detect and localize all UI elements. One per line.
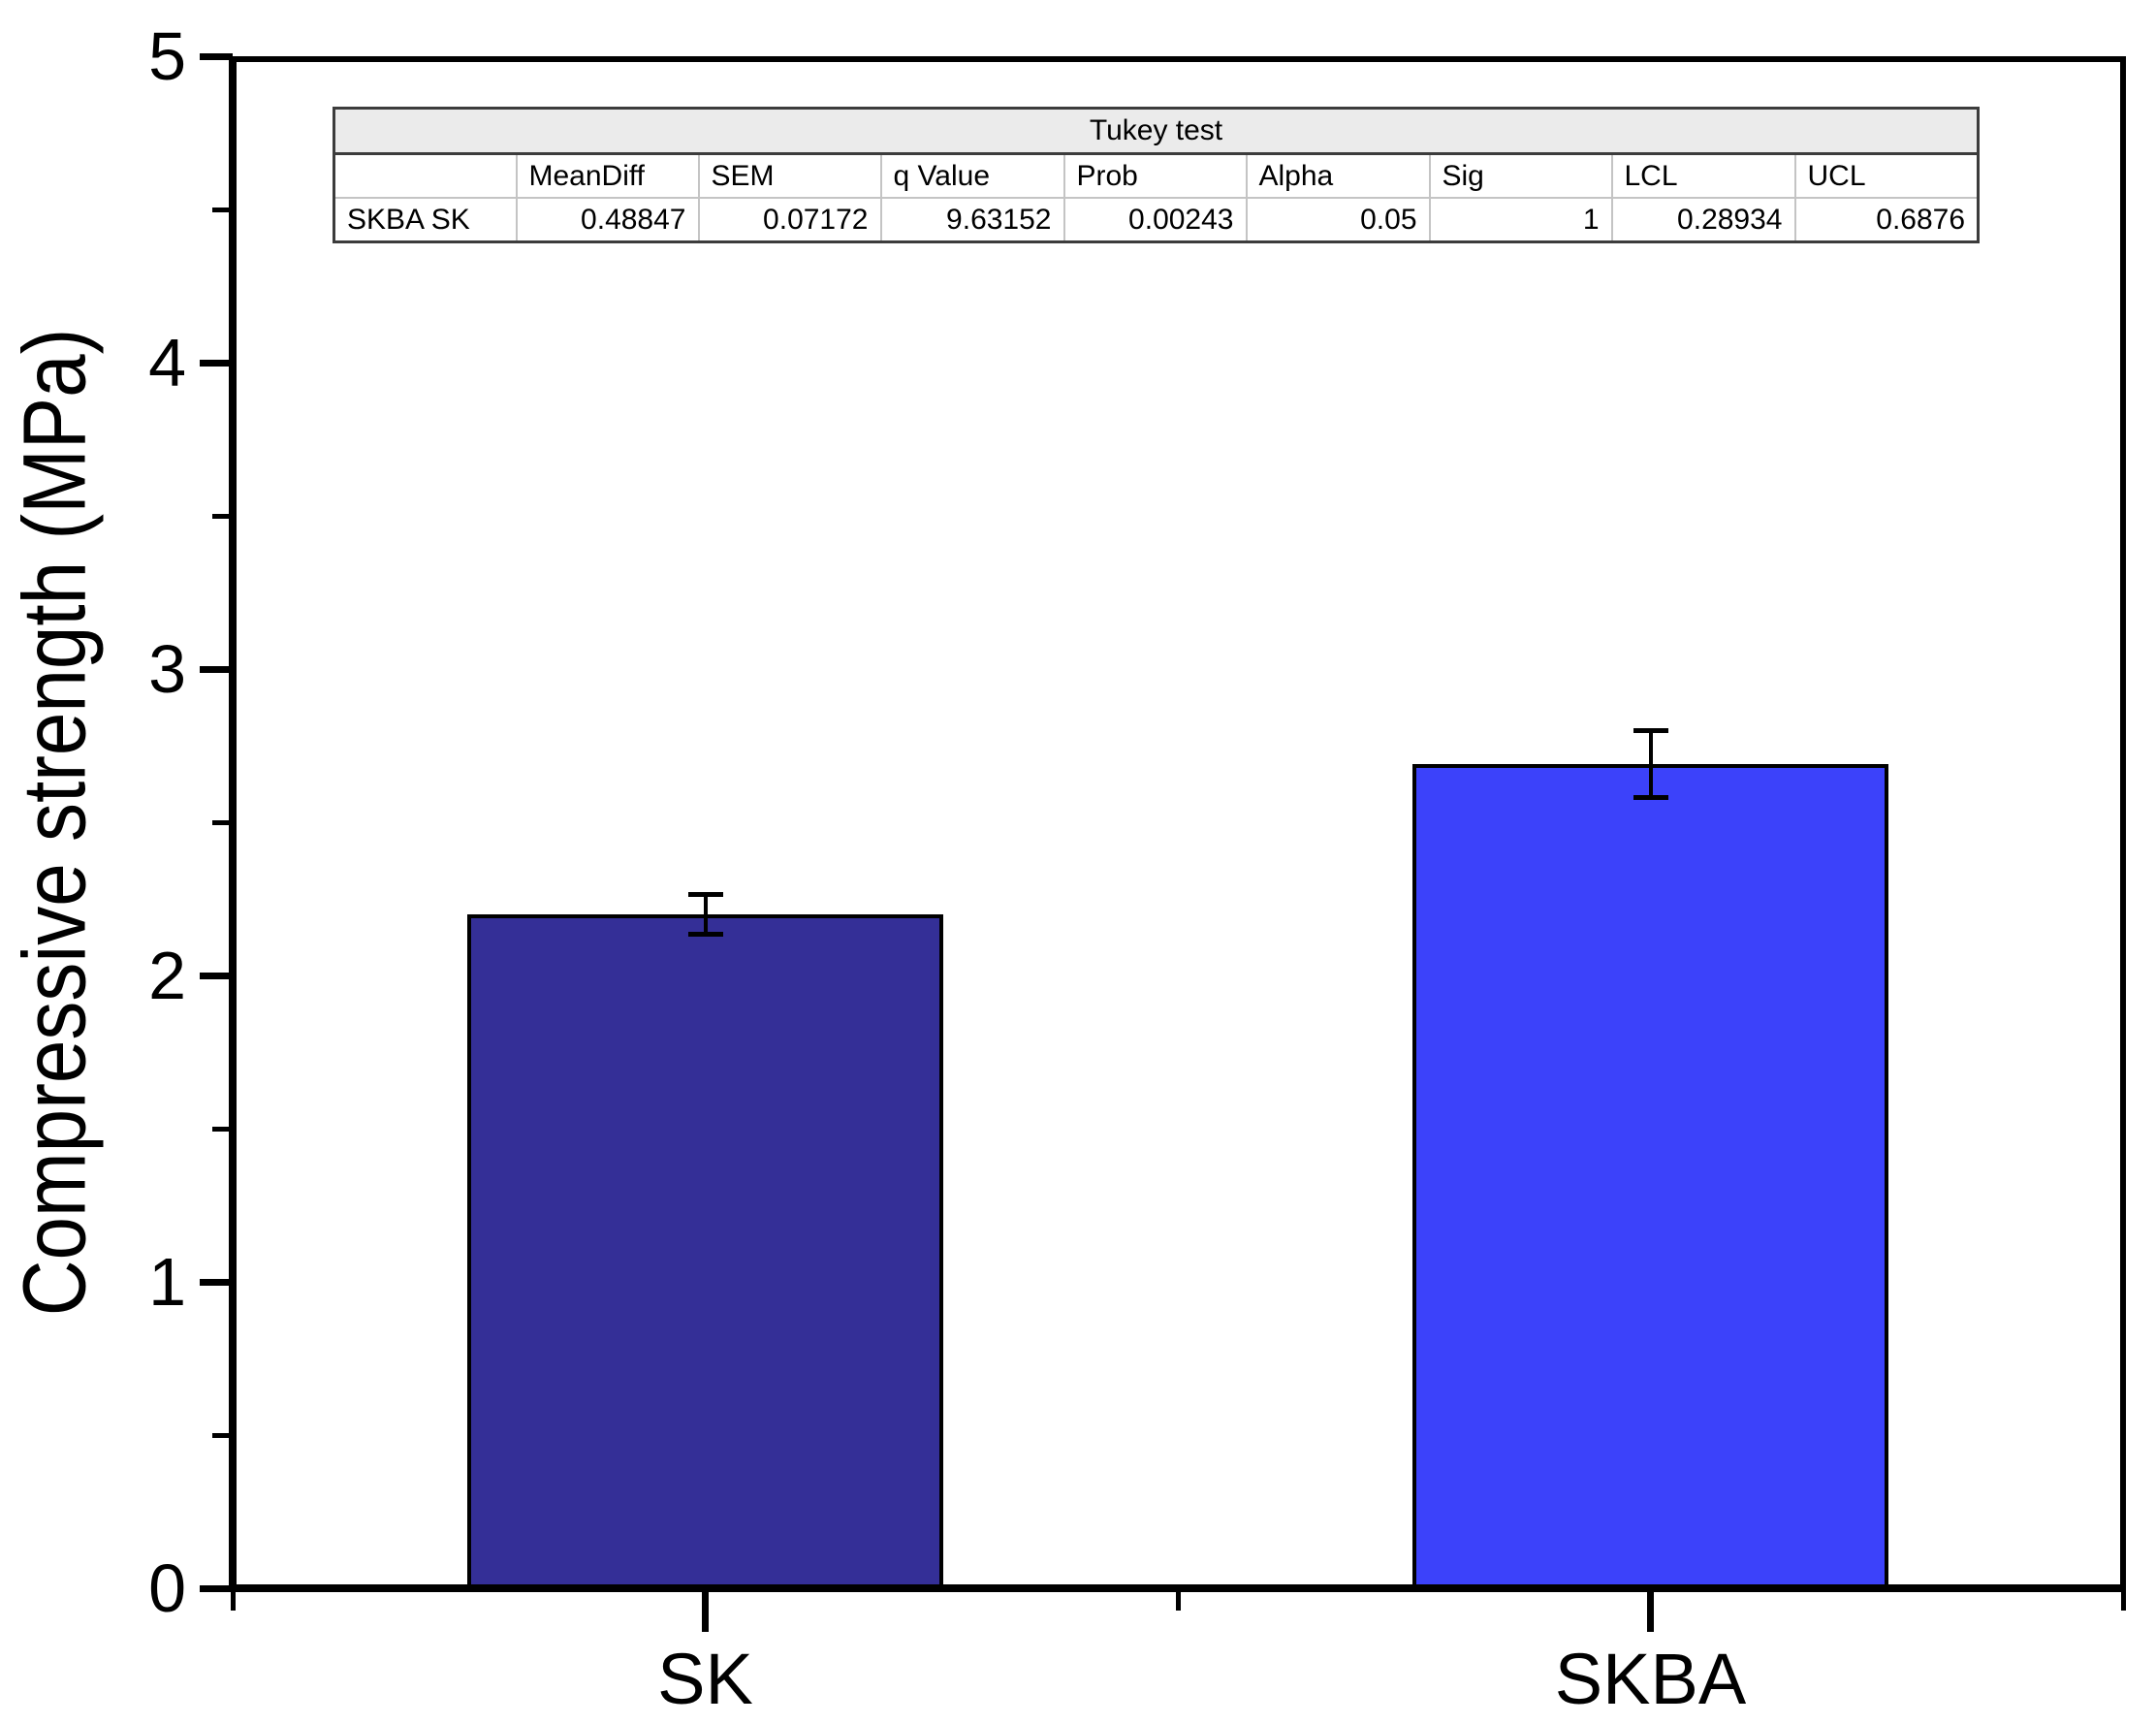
y-axis-line	[229, 56, 237, 1592]
x-category-label-sk: SK	[657, 1639, 753, 1719]
error-bar-skba	[1648, 730, 1653, 798]
y-major-tick	[200, 359, 233, 367]
bar-skba	[1411, 763, 1889, 1588]
tukey-cell-meandiff: 0.48847	[515, 198, 699, 242]
tukey-col-header	[333, 153, 517, 199]
error-bar-cap-top-skba	[1633, 727, 1668, 733]
y-tick-label: 5	[148, 18, 186, 94]
tukey-data-row: SKBA SK 0.48847 0.07172 9.63152 0.00243 …	[334, 198, 1979, 242]
x-category-label-skba: SKBA	[1554, 1639, 1747, 1719]
tukey-cell-sem: 0.07172	[697, 198, 881, 242]
y-tick-label: 2	[148, 938, 186, 1013]
tukey-col-header: MeanDiff	[515, 153, 699, 199]
error-bar-cap-top-sk	[687, 891, 723, 897]
tukey-col-header: Sig	[1428, 153, 1612, 199]
tukey-col-header: Prob	[1062, 153, 1247, 199]
tukey-cell-prob: 0.00243	[1062, 198, 1247, 242]
y-minor-tick	[212, 207, 233, 212]
bar-sk	[466, 913, 944, 1588]
plot-frame-top	[229, 56, 2126, 62]
plot-frame-right	[2120, 56, 2126, 1588]
tukey-table-title: Tukey test	[333, 108, 1979, 155]
tukey-cell-ucl: 0.6876	[1793, 198, 1979, 242]
y-tick-label: 1	[148, 1244, 186, 1320]
x-major-tick-skba	[1647, 1588, 1654, 1632]
x-axis-line	[229, 1584, 2126, 1592]
tukey-col-header: q Value	[879, 153, 1064, 199]
tukey-col-header: LCL	[1610, 153, 1795, 199]
error-bar-sk	[703, 894, 708, 935]
y-minor-tick	[212, 819, 233, 825]
y-major-tick	[200, 52, 233, 60]
tukey-test-table: Tukey test MeanDiff SEM q Value Prob Alp…	[333, 107, 1981, 243]
y-tick-label: 3	[148, 631, 186, 707]
y-major-tick	[200, 1584, 233, 1592]
tukey-col-header: UCL	[1793, 153, 1979, 199]
y-minor-tick	[212, 1126, 233, 1132]
tukey-row-label: SKBA SK	[347, 203, 470, 236]
tukey-cell-sig: 1	[1428, 198, 1612, 242]
tukey-col-header: Alpha	[1245, 153, 1430, 199]
x-minor-tick	[1175, 1588, 1181, 1611]
y-major-tick	[200, 972, 233, 979]
y-tick-label: 0	[148, 1550, 186, 1626]
x-minor-tick	[230, 1588, 236, 1611]
y-tick-label: 4	[148, 325, 186, 400]
y-minor-tick	[212, 513, 233, 519]
x-major-tick-sk	[702, 1588, 709, 1632]
error-bar-cap-bottom-skba	[1633, 795, 1668, 801]
y-major-tick	[200, 665, 233, 673]
tukey-col-header: SEM	[697, 153, 881, 199]
error-bar-cap-bottom-sk	[687, 931, 723, 937]
x-minor-tick	[2120, 1588, 2126, 1611]
plot-area: 0 1 2 3 4 5 SK SKBA	[148, 22, 2126, 1718]
y-axis-title: Compressive strength (MPa)	[5, 328, 105, 1317]
tukey-cell-lcl: 0.28934	[1610, 198, 1795, 242]
y-major-tick	[200, 1278, 233, 1286]
tukey-cell-alpha: 0.05	[1245, 198, 1430, 242]
y-minor-tick	[212, 1432, 233, 1438]
tukey-cell-qvalue: 9.63152	[879, 198, 1064, 242]
